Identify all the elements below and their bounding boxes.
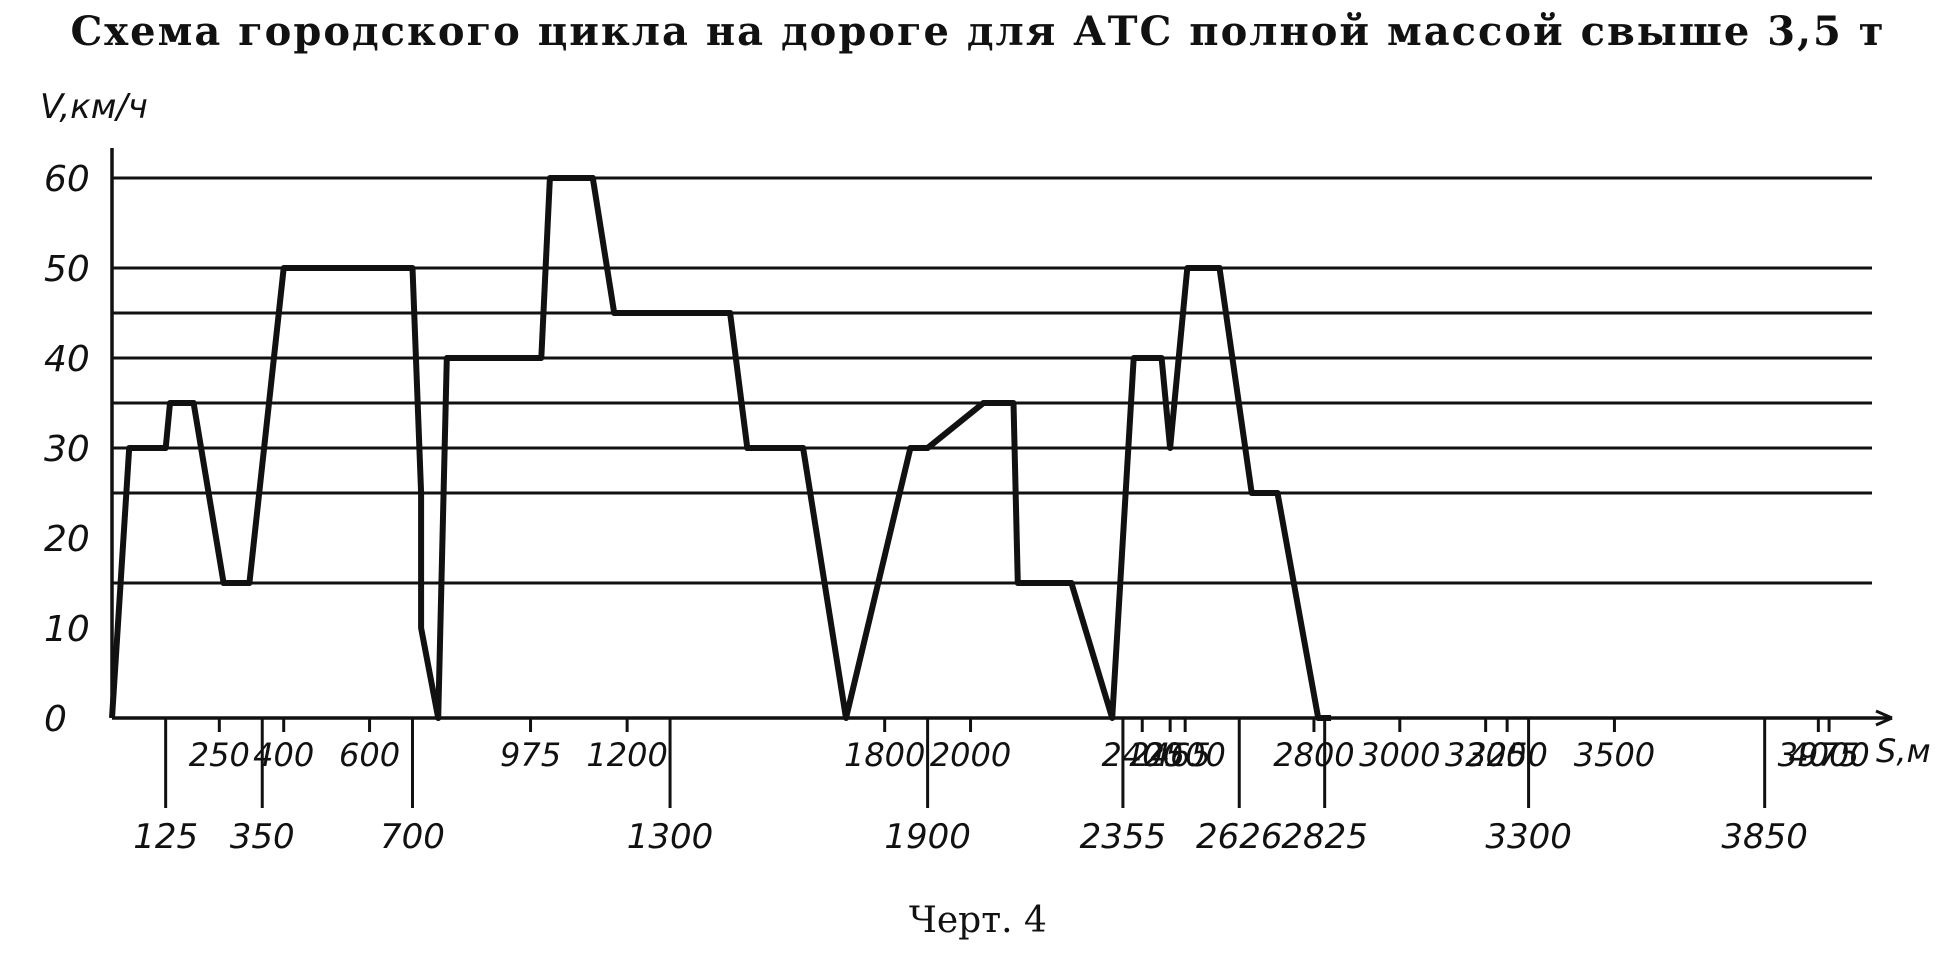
x-tick-label: 2800	[1273, 736, 1354, 774]
figure-caption: Черт. 4	[909, 900, 1047, 941]
x-tick-label-lower: 350	[230, 817, 295, 857]
y-axis-label: V,км/ч	[40, 87, 148, 127]
y-tick-label: 20	[44, 519, 90, 560]
x-tick-label: 2500	[1144, 736, 1225, 774]
x-tick-label-lower: 700	[380, 817, 445, 857]
speed-profile	[109, 175, 1332, 721]
x-tick-label: 3975	[1778, 736, 1859, 774]
x-tick-label: 3500	[1574, 736, 1655, 774]
x-tick-label: 3250	[1466, 736, 1547, 774]
y-tick-label: 50	[44, 249, 90, 290]
y-tick-label: 60	[44, 159, 90, 200]
axes	[110, 148, 1893, 727]
x-tick-label-lower: 125	[133, 817, 198, 857]
x-tick-label: 250	[189, 736, 250, 774]
x-tick-label: 2400	[1102, 736, 1183, 774]
x-tick-label-lower: 3850	[1721, 817, 1808, 857]
y-tick-label: 30	[44, 429, 90, 470]
x-axis-label: S,м	[1876, 732, 1931, 770]
grid-lines	[112, 176, 1872, 585]
x-tick-label-lower: 1900	[884, 817, 971, 857]
x-tick-label-lower: 2825	[1281, 817, 1368, 857]
x-tick-label-lower: 2626	[1196, 817, 1283, 857]
x-tick-label: 1800	[844, 736, 925, 774]
x-tick-label: 1200	[586, 736, 667, 774]
x-tick-label: 2465	[1129, 736, 1210, 774]
x-tick-label-lower: 1300	[627, 817, 714, 857]
y-tick-label: 0	[44, 699, 67, 740]
y-tick-label: 10	[44, 609, 90, 650]
speed-profile-line	[109, 175, 1332, 721]
x-axis-arrow	[1875, 709, 1893, 727]
x-tick-label: 3200	[1445, 736, 1526, 774]
x-tick-label-lower: 2355	[1080, 817, 1167, 857]
y-tick-label: 40	[44, 339, 90, 380]
x-tick-label: 3000	[1359, 736, 1440, 774]
chart-title: Схема городского цикла на дороге для АТС…	[70, 8, 1886, 55]
x-tick-label-lower: 3300	[1485, 817, 1572, 857]
x-tick-label: 4000	[1788, 736, 1869, 774]
x-tick-label: 600	[339, 736, 400, 774]
x-tick-label: 975	[500, 736, 561, 774]
x-tick-label: 2000	[930, 736, 1011, 774]
